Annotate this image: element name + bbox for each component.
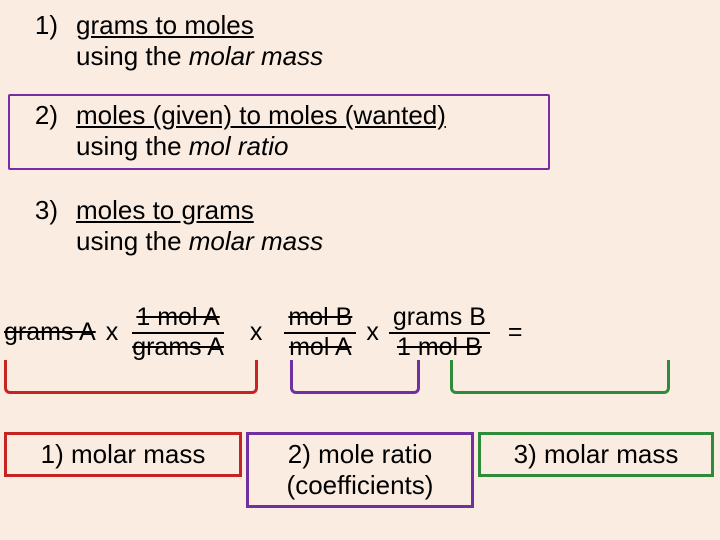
eq-lead: grams A [2,318,96,347]
eq-equals: = [490,318,531,347]
bracket-green [450,360,670,394]
step-2-sub-italic: mol ratio [189,131,289,161]
step-1-sub-italic: molar mass [189,41,323,71]
step-1-number: 1) [16,10,76,41]
step-2-title: moles (given) to moles (wanted) [76,100,446,130]
eq-frac-2: mol B mol A [284,304,356,361]
label-box-1: 1) molar mass [4,432,242,477]
eq-op-2: x [228,318,285,347]
eq-frac-1-num: 1 mol A [132,304,223,334]
label-2-subtext: (coefficients) [257,470,463,501]
eq-op-1: x [96,318,129,347]
label-2-text: 2) mole ratio [288,439,433,469]
step-3: 3) moles to grams using the molar mass [16,195,323,257]
label-1-text: 1) molar mass [41,439,206,469]
eq-frac-1-den: grams A [128,334,228,362]
label-box-3: 3) molar mass [478,432,714,477]
eq-op-3: x [356,318,389,347]
conversion-equation: grams A x 1 mol A grams A x mol B mol A … [2,304,720,361]
step-2: 2) moles (given) to moles (wanted) using… [16,100,446,162]
step-1-title: grams to moles [76,10,254,40]
step-3-sub-italic: molar mass [189,226,323,256]
step-2-text: moles (given) to moles (wanted) using th… [76,100,446,162]
eq-frac-3: grams B 1 mol B [389,304,490,361]
eq-frac-3-den: 1 mol B [393,334,486,362]
eq-frac-1: 1 mol A grams A [128,304,228,361]
label-box-2: 2) mole ratio (coefficients) [246,432,474,508]
eq-frac-3-num: grams B [389,304,490,334]
step-3-text: moles to grams using the molar mass [76,195,323,257]
step-3-title: moles to grams [76,195,254,225]
label-3-text: 3) molar mass [514,439,679,469]
step-3-number: 3) [16,195,76,226]
step-2-sub-plain: using the [76,131,189,161]
eq-frac-2-num: mol B [284,304,356,334]
step-1: 1) grams to moles using the molar mass [16,10,323,72]
bracket-purple [290,360,420,394]
step-1-sub-plain: using the [76,41,189,71]
step-3-sub-plain: using the [76,226,189,256]
eq-frac-2-den: mol A [285,334,356,362]
bracket-red [4,360,258,394]
step-2-number: 2) [16,100,76,131]
step-1-text: grams to moles using the molar mass [76,10,323,72]
